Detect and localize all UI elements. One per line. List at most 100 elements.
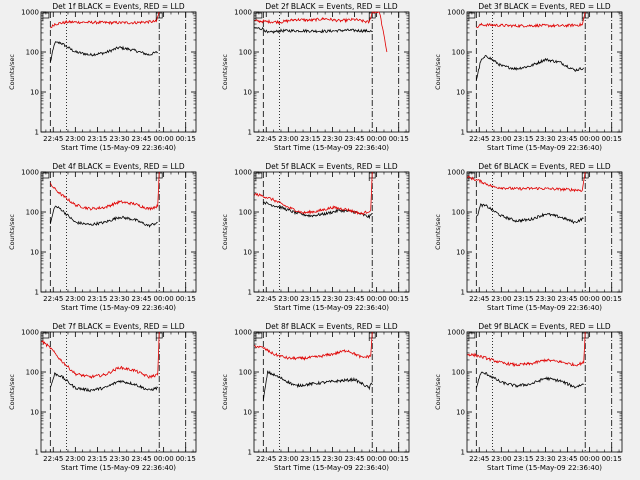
x-tick-label: 23:45 — [557, 455, 577, 463]
y-axis-label: Counts/sec — [221, 214, 229, 250]
y-tick-label: 1 — [461, 449, 465, 457]
panel-det-2: Det 2f BLACK = Events, RED = LLD 1 10 100 10… — [221, 2, 410, 152]
lld-series-line — [254, 171, 373, 216]
flag-marker — [42, 332, 50, 339]
panel-title: Det 7f BLACK = Events, RED = LLD — [52, 322, 185, 331]
x-axis-label: Start Time (15-May-09 22:36:40) — [61, 304, 176, 312]
x-tick-label: 23:15 — [87, 295, 107, 303]
lld-series-line — [467, 171, 586, 193]
x-tick-label: 23:15 — [300, 455, 320, 463]
events-series-line — [475, 371, 584, 389]
x-tick-label: 22:45 — [43, 455, 63, 463]
y-tick-label: 1000 — [234, 9, 252, 17]
x-tick-label: 22:45 — [256, 295, 276, 303]
x-axis-label: Start Time (15-May-09 22:36:40) — [487, 464, 602, 472]
x-tick-label: 23:15 — [513, 295, 533, 303]
y-tick-label: 1000 — [447, 169, 465, 177]
x-tick-label: 22:45 — [256, 455, 276, 463]
y-tick-label: 10 — [30, 89, 39, 97]
y-axis-label: Counts/sec — [221, 374, 229, 410]
panel-title: Det 3f BLACK = Events, RED = LLD — [478, 2, 611, 11]
panel-title: Det 1f BLACK = Events, RED = LLD — [52, 2, 185, 11]
y-tick-label: 1000 — [21, 329, 39, 337]
x-tick-label: 23:30 — [535, 135, 555, 143]
y-tick-label: 100 — [26, 209, 39, 217]
panel-det-7: Det 7f BLACK = Events, RED = LLD 1 10 100 10… — [8, 322, 197, 472]
x-tick-label: 23:45 — [557, 135, 577, 143]
x-tick-label: 00:15 — [602, 295, 622, 303]
plot-frame — [466, 171, 623, 293]
plot-frame — [253, 331, 410, 453]
y-tick-label: 100 — [452, 369, 465, 377]
y-tick-label: 10 — [456, 89, 465, 97]
flag-marker — [468, 12, 476, 19]
x-tick-label: 23:15 — [513, 135, 533, 143]
x-tick-label: 23:45 — [557, 295, 577, 303]
x-axis-label: Start Time (15-May-09 22:36:40) — [274, 144, 389, 152]
panel-det-3: Det 3f BLACK = Events, RED = LLD 1 10 100 10… — [434, 2, 623, 152]
flag-marker — [255, 12, 263, 19]
panel-det-1: Det 1f BLACK = Events, RED = LLD 1 10 100 10… — [8, 2, 197, 152]
y-tick-label: 100 — [26, 369, 39, 377]
y-tick-label: 10 — [243, 409, 252, 417]
y-tick-label: 1000 — [234, 169, 252, 177]
lld-series-line — [41, 331, 160, 379]
y-tick-label: 1 — [35, 289, 39, 297]
y-tick-label: 100 — [239, 49, 252, 57]
flag-marker — [42, 12, 50, 19]
x-tick-label: 00:00 — [580, 295, 600, 303]
events-series-line — [262, 370, 373, 402]
x-tick-label: 22:45 — [469, 455, 489, 463]
events-series-line — [49, 205, 158, 228]
y-tick-label: 1 — [35, 129, 39, 137]
x-tick-label: 22:45 — [43, 295, 63, 303]
x-tick-label: 23:30 — [109, 455, 129, 463]
flag-marker — [468, 172, 476, 179]
x-tick-label: 23:30 — [322, 295, 342, 303]
x-axis-label: Start Time (15-May-09 22:36:40) — [61, 464, 176, 472]
y-tick-label: 1 — [248, 129, 252, 137]
y-tick-label: 100 — [452, 209, 465, 217]
lld-series-line — [254, 11, 388, 53]
lld-series-line — [467, 331, 586, 367]
panel-det-9: Det 9f BLACK = Events, RED = LLD 1 10 100 10… — [434, 322, 623, 472]
plot-frame — [466, 331, 623, 453]
x-tick-label: 22:45 — [469, 295, 489, 303]
y-tick-label: 10 — [30, 409, 39, 417]
y-axis-label: Counts/sec — [434, 214, 442, 250]
x-tick-label: 23:30 — [322, 135, 342, 143]
events-series-line — [475, 54, 585, 81]
x-tick-label: 23:30 — [535, 455, 555, 463]
x-tick-label: 00:15 — [389, 135, 409, 143]
x-tick-label: 23:15 — [300, 295, 320, 303]
panel-title: Det 2f BLACK = Events, RED = LLD — [265, 2, 398, 11]
plot-frame — [40, 171, 197, 293]
x-tick-label: 00:15 — [389, 455, 409, 463]
x-tick-label: 23:00 — [278, 135, 298, 143]
panel-title: Det 6f BLACK = Events, RED = LLD — [478, 162, 611, 171]
panel-det-4: Det 4f BLACK = Events, RED = LLD 1 10 100 10… — [8, 162, 197, 312]
panel-title: Det 5f BLACK = Events, RED = LLD — [265, 162, 398, 171]
lld-series-line — [49, 171, 160, 211]
x-tick-label: 00:00 — [580, 135, 600, 143]
lld-series-line — [50, 11, 160, 29]
flag-marker — [42, 172, 50, 179]
y-tick-label: 1 — [248, 449, 252, 457]
x-tick-label: 23:00 — [65, 295, 85, 303]
x-tick-label: 00:00 — [367, 455, 387, 463]
flag-marker — [255, 172, 263, 179]
panel-det-6: Det 6f BLACK = Events, RED = LLD 1 10 100 10… — [434, 162, 623, 312]
y-axis-label: Counts/sec — [434, 374, 442, 410]
x-tick-label: 23:30 — [109, 295, 129, 303]
y-axis-label: Counts/sec — [434, 54, 442, 90]
x-tick-label: 23:30 — [322, 455, 342, 463]
y-tick-label: 10 — [30, 249, 39, 257]
x-tick-label: 23:45 — [131, 455, 151, 463]
plot-frame — [40, 11, 197, 133]
y-axis-label: Counts/sec — [221, 54, 229, 90]
y-tick-label: 1000 — [447, 329, 465, 337]
events-series-line — [49, 372, 159, 393]
x-tick-label: 23:45 — [131, 295, 151, 303]
x-tick-label: 23:45 — [344, 295, 364, 303]
x-tick-label: 00:15 — [602, 135, 622, 143]
